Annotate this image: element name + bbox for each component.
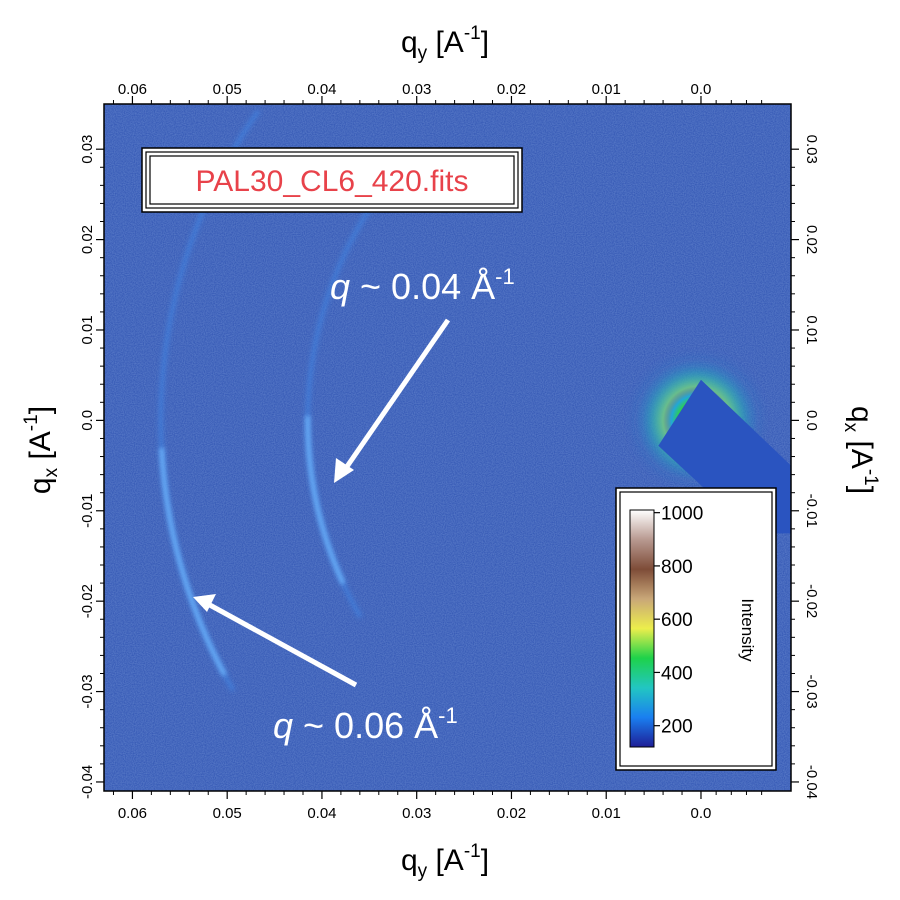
- axis-ticks: 0.060.060.050.050.040.040.030.030.020.02…: [79, 81, 820, 822]
- y-tick-label-left: -0.01: [79, 494, 96, 528]
- file-label: PAL30_CL6_420.fits: [196, 165, 469, 198]
- plot-frame: [103, 103, 792, 792]
- x-tick-label-bottom: 0.01: [592, 805, 621, 822]
- colorbar-tick-label: 800: [661, 557, 693, 578]
- scattering-ring-peak-1: [159, 447, 227, 677]
- annotation-arrow-q006: [206, 601, 358, 688]
- y-tick-label-left: 0.0: [79, 410, 96, 431]
- x-tick-label-bottom: 0.02: [497, 805, 526, 822]
- y-tick-label-right: 0.02: [803, 225, 820, 254]
- x-tick-label-bottom: 0.05: [213, 805, 242, 822]
- y-axis-title-right: qx [A-1]: [840, 406, 881, 494]
- annotation-text-q004: ~ 0.04 Å: [350, 266, 495, 307]
- y-tick-label-right: 0.0: [803, 410, 820, 431]
- y-tick-label-left: -0.03: [79, 674, 96, 708]
- y-tick-label-right: -0.03: [803, 674, 820, 708]
- y-tick-label-left: 0.01: [79, 315, 96, 344]
- colorbar-tick-label: 200: [661, 717, 693, 738]
- file-label-box: PAL30_CL6_420.fits: [141, 147, 523, 213]
- annotation-sup-q006: -1: [438, 703, 458, 728]
- x-axis-title-bottom: qy [A-1]: [401, 841, 489, 882]
- x-tick-label-bottom: 0.0: [691, 805, 712, 822]
- annotation-q006: q ~ 0.06 Å-1: [193, 594, 458, 746]
- annotation-arrowhead-q006: [193, 594, 216, 612]
- y-tick-label-left: 0.03: [79, 135, 96, 164]
- y-tick-label-right: -0.01: [803, 494, 820, 528]
- x-axis-title-top: qy [A-1]: [401, 23, 489, 64]
- annotation-sup-q004: -1: [495, 264, 515, 289]
- annotation-arrow-q004: [343, 318, 451, 470]
- x-tick-label-bottom: 0.03: [402, 805, 431, 822]
- colorbar-legend: 200 400 600 800 1000 Intensity: [615, 487, 777, 771]
- y-tick-label-right: -0.02: [803, 584, 820, 618]
- colorbar-tick-label: 1000: [661, 504, 703, 525]
- y-tick-label-right: -0.04: [803, 765, 820, 799]
- annotation-q-symbol: q: [330, 266, 350, 307]
- x-tick-label-top: 0.05: [213, 81, 242, 98]
- colorbar-ticks: 200 400 600 800 1000: [654, 504, 703, 738]
- annotation-arrowhead-q004: [334, 458, 354, 483]
- annotation-q004: q ~ 0.04 Å-1: [330, 264, 515, 483]
- x-tick-label-bottom: 0.04: [307, 805, 336, 822]
- colorbar-title: Intensity: [738, 598, 757, 662]
- x-tick-label-top: 0.03: [402, 81, 431, 98]
- x-tick-label-bottom: 0.06: [118, 805, 147, 822]
- colorbar-gradient: [629, 509, 655, 748]
- svg-text:q ~ 0.04 Å-1: q ~ 0.04 Å-1: [330, 264, 515, 307]
- y-tick-label-right: 0.01: [803, 315, 820, 344]
- annotation-text-q006: ~ 0.06 Å: [293, 705, 438, 746]
- colorbar-tick-label: 600: [661, 610, 693, 631]
- y-axis-title-left: qx [A-1]: [21, 406, 62, 494]
- x-tick-label-top: 0.01: [592, 81, 621, 98]
- x-tick-label-top: 0.0: [691, 81, 712, 98]
- svg-text:q ~ 0.06 Å-1: q ~ 0.06 Å-1: [273, 703, 458, 746]
- y-tick-label-left: -0.02: [79, 584, 96, 618]
- x-tick-label-top: 0.04: [307, 81, 336, 98]
- colorbar-tick-label: 400: [661, 663, 693, 684]
- x-tick-label-top: 0.06: [118, 81, 147, 98]
- y-tick-label-left: 0.02: [79, 225, 96, 254]
- x-tick-label-top: 0.02: [497, 81, 526, 98]
- y-tick-label-left: -0.04: [79, 765, 96, 799]
- scattering-ring-peak-0: [305, 415, 346, 585]
- y-tick-label-right: 0.03: [803, 135, 820, 164]
